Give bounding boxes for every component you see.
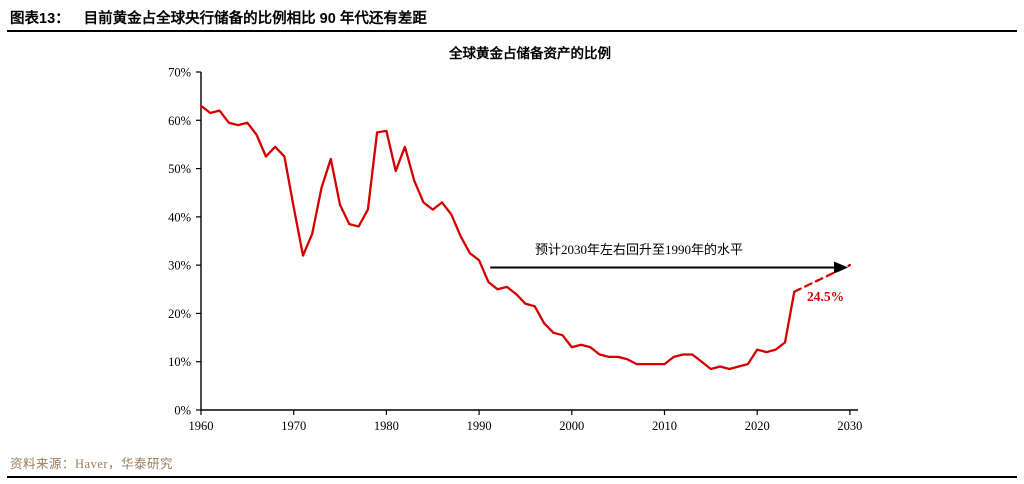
chart-axes: 0% 10% 20% 30% 40% 50% 60% 70% 1960 1970 1980 1990 2… bbox=[168, 66, 862, 434]
x-tick-label: 1980 bbox=[374, 419, 399, 433]
x-tick-label: 2030 bbox=[837, 419, 862, 433]
y-tick-label: 60% bbox=[168, 114, 191, 128]
top-divider bbox=[7, 30, 1017, 32]
arrow-head bbox=[834, 261, 849, 274]
x-tick-label: 1960 bbox=[189, 419, 214, 433]
y-tick-label: 10% bbox=[168, 355, 191, 369]
figure-header: 图表13： 目前黄金占全球央行储备的比例相比 90 年代还有差距 bbox=[10, 7, 427, 28]
end-value-label: 24.5% bbox=[807, 289, 844, 304]
projection-arrow bbox=[490, 261, 849, 274]
y-tick-label: 40% bbox=[168, 210, 191, 224]
y-tick-label: 20% bbox=[168, 307, 191, 321]
y-tick-label: 0% bbox=[174, 404, 191, 418]
y-tick-label: 70% bbox=[168, 66, 191, 80]
chart-title: 全球黄金占储备资产的比例 bbox=[448, 45, 611, 61]
chart-series-lines bbox=[199, 104, 852, 371]
x-tick-label: 2020 bbox=[745, 419, 770, 433]
x-tick-label: 2000 bbox=[559, 419, 584, 433]
figure-title: 目前黄金占全球央行储备的比例相比 90 年代还有差距 bbox=[83, 11, 427, 27]
x-tick-label: 2010 bbox=[652, 419, 677, 433]
annotation-text: 预计2030年左右回升至1990年的水平 bbox=[535, 242, 743, 257]
figure-number-label: 图表13： bbox=[10, 11, 70, 27]
bottom-divider bbox=[7, 476, 1017, 478]
x-tick-label: 1990 bbox=[467, 419, 492, 433]
y-tick-label: 30% bbox=[168, 259, 191, 273]
x-tick-label: 1970 bbox=[281, 419, 306, 433]
source-note: 资料来源：Haver，华泰研究 bbox=[10, 457, 174, 471]
y-tick-label: 50% bbox=[168, 162, 191, 176]
history-line bbox=[199, 104, 796, 371]
